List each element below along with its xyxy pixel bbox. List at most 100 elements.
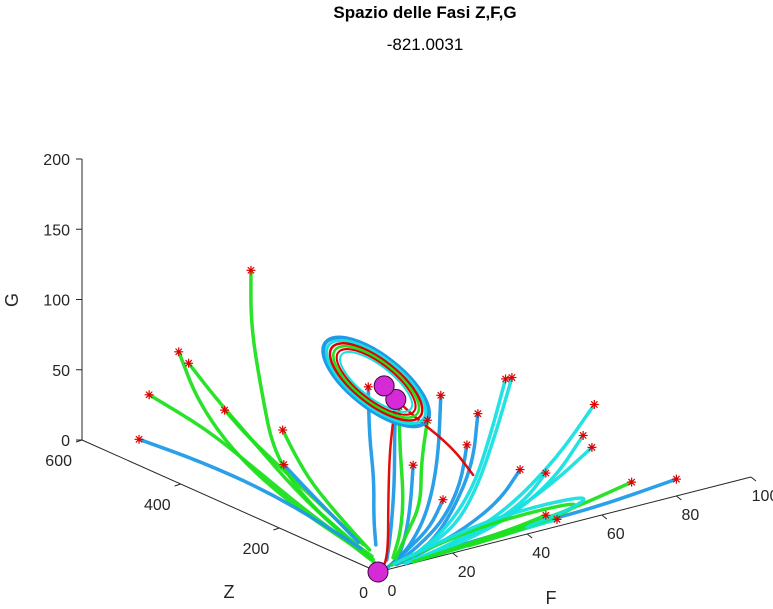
- start-marker-stroke: [508, 373, 516, 382]
- y-tick-label: 600: [45, 453, 72, 470]
- axes-group: [75, 158, 757, 577]
- start-marker-stroke: [542, 511, 550, 519]
- start-markers-layer: [134, 265, 681, 524]
- start-marker: [436, 390, 446, 400]
- start-marker-stroke: [437, 391, 445, 399]
- z-tick-label: 200: [43, 152, 70, 169]
- start-marker-stroke: [409, 461, 417, 469]
- start-marker-stroke: [590, 400, 598, 409]
- x-tick-label: 60: [607, 526, 625, 543]
- start-marker: [507, 373, 517, 383]
- start-marker-stroke: [439, 496, 447, 504]
- start-marker-stroke: [423, 416, 432, 424]
- start-marker: [278, 425, 288, 435]
- start-marker: [671, 474, 681, 484]
- start-marker: [541, 468, 551, 478]
- x-tick-label: 0: [388, 583, 397, 600]
- x-tick-label: 80: [682, 507, 700, 524]
- x-tick-label: 100: [752, 488, 773, 505]
- start-marker-stroke: [364, 383, 372, 391]
- z-tick-label: 100: [43, 293, 70, 310]
- equilibrium-point: [385, 388, 407, 410]
- trajectory-line: [393, 418, 430, 561]
- y-tick-label: 400: [144, 497, 171, 514]
- trajectory-line: [392, 496, 586, 566]
- series-layer: [137, 268, 679, 572]
- limit-cycle-orbit: [332, 344, 421, 419]
- z-tick-label: 150: [43, 222, 70, 239]
- start-marker: [246, 265, 256, 275]
- start-marker: [220, 405, 230, 415]
- trajectory-line: [393, 443, 469, 566]
- x-tick-mark: [676, 495, 682, 501]
- start-marker-stroke: [185, 359, 193, 367]
- trajectory-line: [391, 393, 443, 565]
- y-tick-mark: [174, 483, 181, 487]
- start-marker: [589, 400, 599, 409]
- x-tick-label: 20: [458, 564, 476, 581]
- start-marker: [541, 510, 551, 520]
- start-marker-stroke: [516, 465, 524, 474]
- y-tick-mark: [273, 527, 280, 531]
- y-axis-label: Z: [224, 582, 235, 602]
- start-marker: [134, 434, 144, 444]
- limit-cycle-orbit: [339, 351, 414, 413]
- z-tick-label: 50: [52, 363, 70, 380]
- limit-cycle-layer: [321, 335, 432, 429]
- start-marker-stroke: [247, 266, 255, 274]
- start-marker-stroke: [145, 391, 153, 399]
- start-marker-stroke: [279, 426, 287, 434]
- trajectory-line: [411, 445, 594, 564]
- start-marker-stroke: [135, 435, 143, 443]
- trajectory-line: [137, 437, 363, 551]
- start-marker-stroke: [501, 375, 510, 383]
- start-marker-stroke: [588, 443, 596, 451]
- start-marker: [279, 460, 289, 470]
- start-marker: [184, 358, 194, 368]
- start-marker-stroke: [175, 348, 183, 356]
- x-tick-mark: [526, 533, 533, 539]
- limit-cycle-orbit: [328, 342, 424, 422]
- start-marker: [473, 409, 483, 419]
- start-marker: [363, 382, 373, 392]
- start-marker-stroke: [628, 478, 636, 486]
- x-tick-mark: [452, 552, 458, 558]
- z-tick-label: 0: [61, 433, 70, 450]
- start-marker-stroke: [220, 406, 229, 414]
- equilibria-layer: [367, 375, 407, 583]
- start-marker: [408, 460, 418, 470]
- x-axis-line: [377, 476, 752, 573]
- start-marker: [578, 430, 588, 440]
- start-marker: [144, 390, 154, 400]
- start-marker-stroke: [542, 469, 550, 477]
- start-marker-stroke: [672, 475, 681, 483]
- chart-subtitle: -821.0031: [387, 35, 464, 54]
- start-marker-stroke: [463, 441, 471, 449]
- tick-labels-layer: 0 20 40 60 80 100 0 200 400 600 0 50 100 150 200: [43, 152, 773, 602]
- start-marker: [515, 465, 525, 475]
- trajectory-line: [411, 377, 508, 558]
- y-tick-label: 0: [359, 585, 368, 602]
- start-marker: [174, 347, 184, 357]
- start-marker: [587, 442, 597, 452]
- limit-cycle-orbit: [325, 338, 428, 425]
- x-tick-mark: [750, 476, 757, 482]
- y-axis-line: [81, 439, 379, 573]
- x-tick-mark: [601, 514, 608, 520]
- start-marker-stroke: [280, 461, 288, 469]
- x-tick-label: 40: [532, 545, 550, 562]
- start-marker-stroke: [474, 410, 482, 418]
- z-axis-label: G: [2, 293, 22, 307]
- y-tick-label: 200: [243, 541, 270, 558]
- trajectory-line: [280, 428, 372, 552]
- start-marker: [438, 495, 448, 505]
- start-marker: [462, 440, 472, 450]
- start-marker: [501, 374, 511, 384]
- limit-cycle-orbit: [335, 348, 417, 416]
- equilibrium-point: [373, 375, 395, 397]
- start-marker: [627, 477, 637, 487]
- chart-title: Spazio delle Fasi Z,F,G: [333, 3, 516, 22]
- trajectory-line: [411, 402, 597, 564]
- start-marker-stroke: [553, 515, 561, 523]
